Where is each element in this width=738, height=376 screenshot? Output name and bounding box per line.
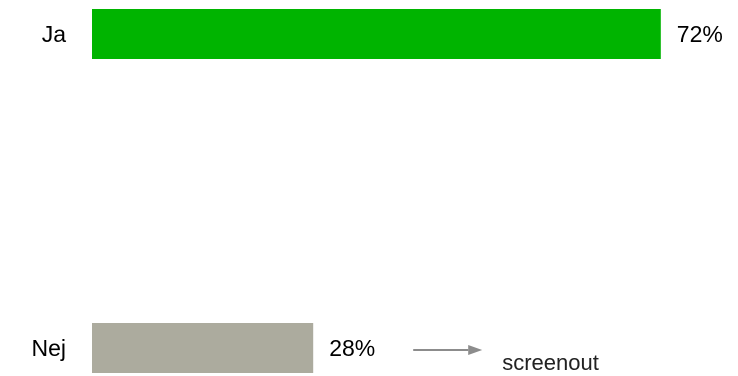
category-label-nej: Nej bbox=[31, 335, 66, 361]
annotation-text: screenout bbox=[502, 350, 599, 375]
annotation-arrow-head-icon bbox=[468, 345, 483, 355]
value-label-nej: 28% bbox=[329, 335, 375, 361]
category-label-ja: Ja bbox=[42, 21, 67, 47]
bar-nej bbox=[92, 323, 314, 373]
value-label-ja: 72% bbox=[677, 21, 723, 47]
bar-ja bbox=[92, 9, 661, 59]
